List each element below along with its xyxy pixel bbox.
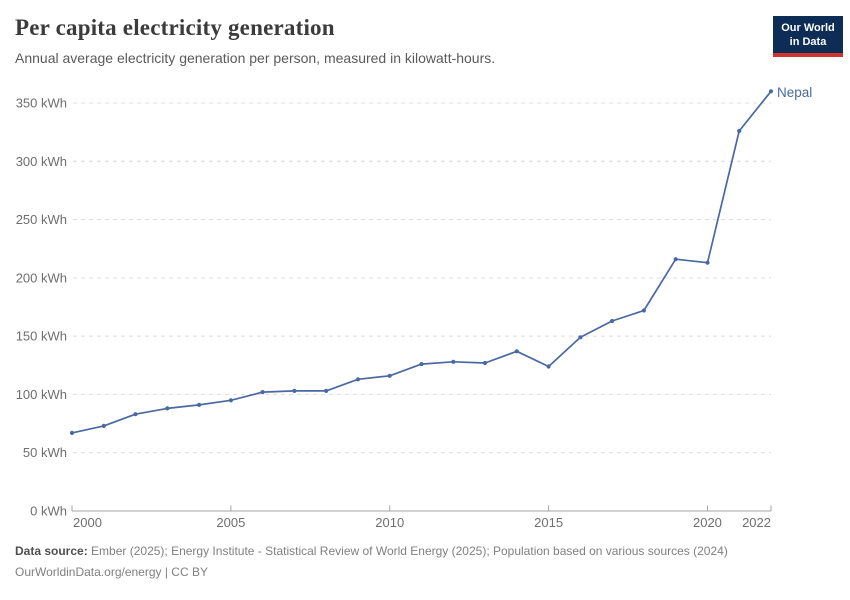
- data-point-marker[interactable]: [133, 412, 138, 417]
- y-axis-tick-label: 200 kWh: [16, 270, 67, 285]
- data-point-marker[interactable]: [260, 390, 265, 395]
- y-axis-tick-label: 0 kWh: [30, 504, 67, 519]
- data-point-marker[interactable]: [705, 260, 710, 265]
- data-point-marker[interactable]: [355, 377, 361, 382]
- x-axis-tick-label: 2015: [534, 515, 563, 530]
- y-axis-tick-label: 50 kWh: [23, 445, 67, 460]
- data-point-marker[interactable]: [451, 359, 456, 364]
- y-axis-tick-label: 150 kWh: [16, 329, 67, 344]
- x-axis-tick-label: 2020: [693, 515, 722, 530]
- data-point-marker[interactable]: [546, 364, 551, 369]
- y-axis-tick-label: 300 kWh: [16, 154, 67, 169]
- y-axis-tick-label: 250 kWh: [16, 212, 67, 227]
- owid-logo[interactable]: Our World in Data: [773, 16, 843, 57]
- data-point-marker[interactable]: [578, 335, 583, 340]
- data-point-marker[interactable]: [69, 430, 75, 435]
- data-point-marker[interactable]: [165, 406, 170, 411]
- data-source-label: Data source:: [15, 544, 88, 558]
- owid-logo-line1: Our World: [781, 22, 835, 34]
- data-point-marker[interactable]: [610, 318, 615, 324]
- data-source-line: Data source: Ember (2025); Energy Instit…: [15, 544, 728, 558]
- data-point-marker[interactable]: [768, 89, 774, 94]
- x-axis-tick-label: 2022: [742, 515, 771, 530]
- owid-logo-line2: in Data: [789, 36, 827, 49]
- data-point-marker[interactable]: [228, 398, 233, 403]
- data-point-marker[interactable]: [324, 388, 329, 393]
- data-point-marker[interactable]: [419, 362, 424, 367]
- data-point-marker[interactable]: [387, 373, 392, 378]
- license-link[interactable]: OurWorldinData.org/energy | CC BY: [15, 565, 208, 579]
- data-point-marker[interactable]: [197, 402, 202, 407]
- data-point-marker[interactable]: [482, 360, 488, 366]
- page-title: Per capita electricity generation: [15, 15, 335, 40]
- data-point-marker[interactable]: [737, 128, 742, 134]
- nepal-entity-label[interactable]: Nepal: [777, 85, 812, 100]
- x-axis-tick-label: 2005: [216, 515, 245, 530]
- data-point-marker[interactable]: [101, 423, 106, 428]
- x-axis-tick-label: 2010: [375, 515, 404, 530]
- chart-subtitle: Annual average electricity generation pe…: [15, 50, 496, 66]
- y-axis-tick-label: 350 kWh: [16, 96, 67, 111]
- x-axis-tick-label: 2000: [73, 515, 102, 530]
- nepal-series-line[interactable]: [71, 90, 772, 434]
- data-point-marker[interactable]: [641, 308, 647, 313]
- data-source-text: Ember (2025); Energy Institute - Statist…: [91, 544, 728, 558]
- data-point-marker[interactable]: [673, 257, 678, 262]
- data-point-marker[interactable]: [514, 349, 519, 354]
- y-axis-tick-label: 100 kWh: [16, 387, 67, 402]
- data-point-marker[interactable]: [292, 388, 297, 393]
- chart-footer: Data source: Ember (2025); Energy Instit…: [15, 544, 728, 579]
